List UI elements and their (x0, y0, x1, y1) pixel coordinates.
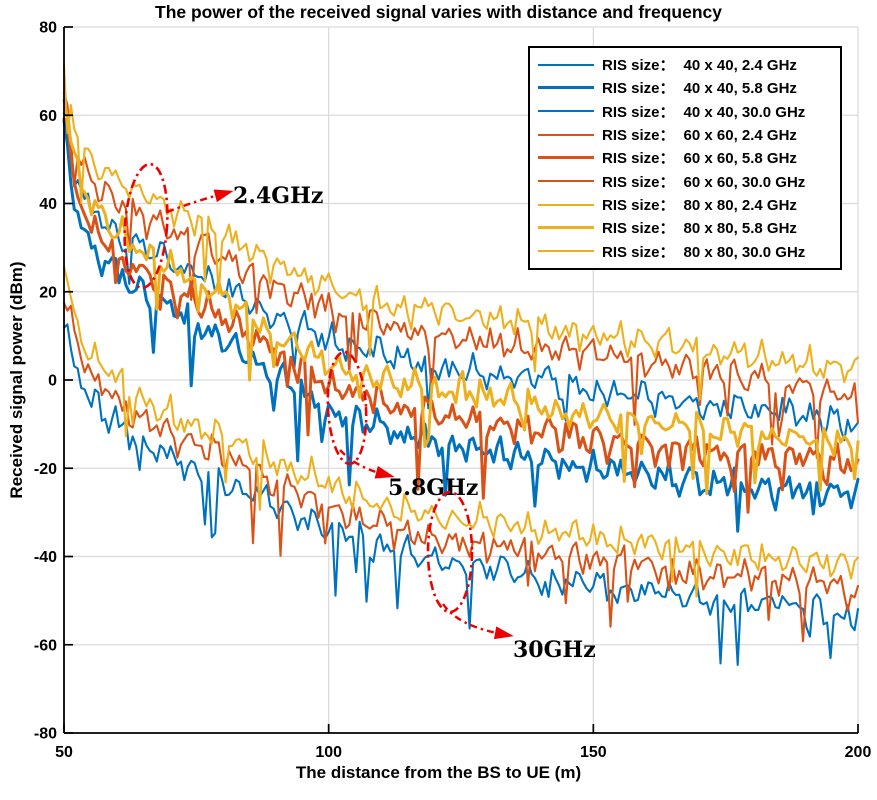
legend-entry-label: RIS size： 40 x 40, 5.8 GHz (602, 77, 797, 98)
y-axis-label: Received signal power (dBm) (7, 261, 26, 499)
legend-entry-label: RIS size： 80 x 80, 30.0 GHz (602, 241, 805, 262)
annotation-label: 2.4GHz (233, 183, 323, 209)
series-line-80x80-5.8ghz (62, 98, 860, 496)
axes: 50 100 150 200 -80 -60 -40 -20 0 20 40 60 80 (34, 20, 872, 762)
legend-line-sample (538, 250, 594, 253)
y-tick-label: -20 (34, 461, 57, 478)
legend-value: 60 x 60, 2.4 GHz (683, 127, 797, 145)
annotation-arrow-line (442, 603, 503, 636)
legend-box: RIS size： 40 x 40, 2.4 GHz RIS size： 40 x 4… (528, 46, 842, 270)
legend-entry-label: RIS size： 60 x 60, 2.4 GHz (602, 124, 797, 145)
annotation-label: 5.8GHz (388, 475, 478, 501)
series-line-40x40-5.8ghz (62, 119, 860, 533)
y-tick-label: -60 (34, 637, 57, 654)
legend-line-sample (538, 63, 594, 66)
legend-entry-60x60-30.0ghz: RIS size： 60 x 60, 30.0 GHz (530, 170, 840, 192)
legend-entry-40x40-2.4ghz: RIS size： 40 x 40, 2.4 GHz (530, 54, 840, 76)
annotation-30GHz: 30GHz (426, 490, 596, 663)
legend-prefix: RIS size： (602, 80, 675, 98)
annotations: 2.4GHz 5.8GHz 30GHz (123, 162, 596, 663)
series-line-60x60-2.4ghz (62, 91, 860, 459)
annotation-arrowhead (374, 465, 395, 479)
legend-value: 60 x 60, 5.8 GHz (683, 150, 797, 168)
legend-line-sample (538, 226, 594, 230)
legend-value: 80 x 80, 30.0 GHz (683, 243, 806, 261)
legend-value: 80 x 80, 2.4 GHz (683, 197, 797, 215)
series-line-40x40-30.0ghz (62, 323, 860, 666)
legend-prefix: RIS size： (602, 197, 675, 215)
legend-prefix: RIS size： (602, 243, 675, 261)
legend-prefix: RIS size： (602, 103, 675, 121)
legend-entry-label: RIS size： 60 x 60, 30.0 GHz (602, 171, 805, 192)
annotation-ellipse (426, 490, 474, 614)
annotation-ellipse (326, 350, 368, 466)
legend-entry-label: RIS size： 40 x 40, 30.0 GHz (602, 101, 805, 122)
y-tick-label: 20 (39, 284, 57, 301)
legend-prefix: RIS size： (602, 220, 675, 238)
series-line-80x80-30.0ghz (62, 265, 860, 598)
legend-value: 80 x 80, 5.8 GHz (683, 220, 797, 238)
chart-title: The power of the received signal varies … (155, 2, 722, 22)
y-tick-label: 40 (39, 196, 57, 213)
x-tick-label: 150 (580, 744, 607, 761)
legend-prefix: RIS size： (602, 173, 675, 191)
legend-prefix: RIS size： (602, 127, 675, 145)
legend-entry-label: RIS size： 80 x 80, 2.4 GHz (602, 194, 797, 215)
legend-value: 40 x 40, 5.8 GHz (683, 80, 797, 98)
series-lines (62, 63, 860, 666)
legend-entry-label: RIS size： 60 x 60, 5.8 GHz (602, 147, 797, 168)
annotation-arrow-line (339, 449, 384, 476)
annotation-ellipse (123, 162, 169, 290)
y-tick-label: -40 (34, 549, 57, 566)
legend-entry-40x40-30.0ghz: RIS size： 40 x 40, 30.0 GHz (530, 100, 840, 122)
legend-entry-80x80-2.4ghz: RIS size： 80 x 80, 2.4 GHz (530, 194, 840, 216)
x-axis-label: The distance from the BS to UE (m) (295, 763, 582, 782)
legend-line-sample (538, 156, 594, 160)
legend-entry-label: RIS size： 80 x 80, 5.8 GHz (602, 217, 797, 238)
legend-entry-80x80-30.0ghz: RIS size： 80 x 80, 30.0 GHz (530, 240, 840, 262)
legend-entry-40x40-5.8ghz: RIS size： 40 x 40, 5.8 GHz (530, 77, 840, 99)
y-tick-label: 80 (39, 20, 57, 37)
legend-value: 40 x 40, 30.0 GHz (683, 103, 806, 121)
legend-line-sample (538, 86, 594, 90)
annotation-label: 30GHz (513, 637, 596, 663)
legend-entry-80x80-5.8ghz: RIS size： 80 x 80, 5.8 GHz (530, 217, 840, 239)
x-tick-label: 100 (315, 744, 342, 761)
legend-line-sample (538, 180, 594, 183)
legend-line-sample (538, 203, 594, 206)
annotation-5.8GHz: 5.8GHz (326, 350, 478, 501)
legend-entry-label: RIS size： 40 x 40, 2.4 GHz (602, 54, 797, 75)
legend-line-sample (538, 110, 594, 113)
legend-prefix: RIS size： (602, 57, 675, 75)
legend-prefix: RIS size： (602, 150, 675, 168)
x-tick-label: 50 (55, 744, 73, 761)
legend-entry-60x60-5.8ghz: RIS size： 60 x 60, 5.8 GHz (530, 147, 840, 169)
annotation-2.4GHz: 2.4GHz (123, 162, 323, 290)
legend-value: 60 x 60, 30.0 GHz (683, 173, 806, 191)
series-line-60x60-30.0ghz (62, 301, 860, 643)
y-tick-label: 60 (39, 108, 57, 125)
x-tick-label: 200 (845, 744, 872, 761)
series-line-80x80-2.4ghz (62, 63, 860, 401)
annotation-arrowhead (493, 626, 514, 640)
legend-entry-60x60-2.4ghz: RIS size： 60 x 60, 2.4 GHz (530, 124, 840, 146)
y-tick-label: 0 (48, 373, 57, 390)
legend-value: 40 x 40, 2.4 GHz (683, 57, 797, 75)
y-tick-label: -80 (34, 726, 57, 743)
legend-line-sample (538, 133, 594, 136)
annotation-arrowhead (213, 189, 234, 203)
